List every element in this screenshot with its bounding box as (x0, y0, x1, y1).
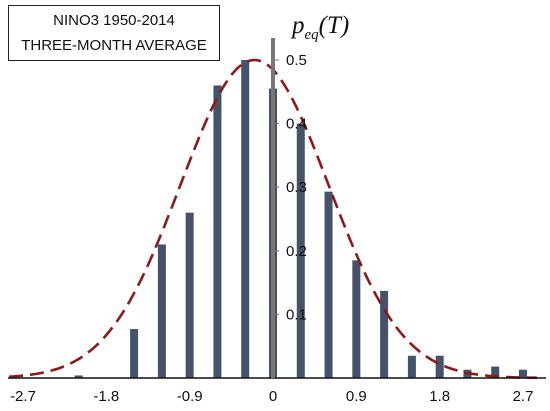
histogram-bar (435, 355, 444, 378)
x-tick-label: 1.8 (429, 388, 450, 405)
histogram-bar (74, 375, 83, 378)
histogram-bar (296, 123, 305, 378)
y-tick-label: 0.3 (286, 179, 307, 196)
y-tick-label: 0.5 (286, 52, 307, 69)
histogram-bar (213, 85, 222, 378)
histogram-bar (352, 260, 361, 378)
histogram-bar (407, 355, 416, 378)
chart-title-line-1: NINO3 1950-2014 (53, 12, 175, 29)
histogram-bar (157, 244, 166, 378)
x-tick-label: 0.9 (346, 388, 367, 405)
y-tick-label: 0.1 (286, 306, 307, 323)
x-tick-label: -1.8 (93, 388, 119, 405)
x-ticks-group: -2.7 -1.8 -0.9 0 0.9 1.8 2.7 (10, 388, 533, 405)
y-axis-label-main: p (292, 12, 305, 39)
chart-title-line-2: THREE-MONTH AVERAGE (21, 37, 207, 54)
histogram-bar (380, 290, 389, 378)
chart-title-box: NINO3 1950-2014 THREE-MONTH AVERAGE (8, 5, 220, 61)
histogram-bar (491, 366, 500, 378)
histogram-bar (130, 329, 139, 378)
bars-group (74, 60, 527, 379)
y-axis-label-arg: (T) (318, 12, 350, 39)
x-tick-label: -0.9 (177, 388, 203, 405)
y-axis-label-subscript: eq (304, 27, 319, 43)
y-ticks-group: 0.1 0.2 0.3 0.4 0.5 (273, 52, 307, 323)
x-tick-label: 2.7 (513, 388, 534, 405)
histogram-bar (185, 212, 194, 378)
histogram-bar (519, 369, 527, 378)
y-tick-label: 0.2 (286, 243, 307, 260)
x-tick-label: 0 (269, 388, 277, 405)
y-axis-label: peq(T) (292, 12, 349, 44)
x-tick-label: -2.7 (10, 388, 36, 405)
histogram-bar (324, 191, 333, 378)
y-tick-label: 0.4 (286, 116, 307, 133)
histogram-bar (241, 60, 250, 378)
